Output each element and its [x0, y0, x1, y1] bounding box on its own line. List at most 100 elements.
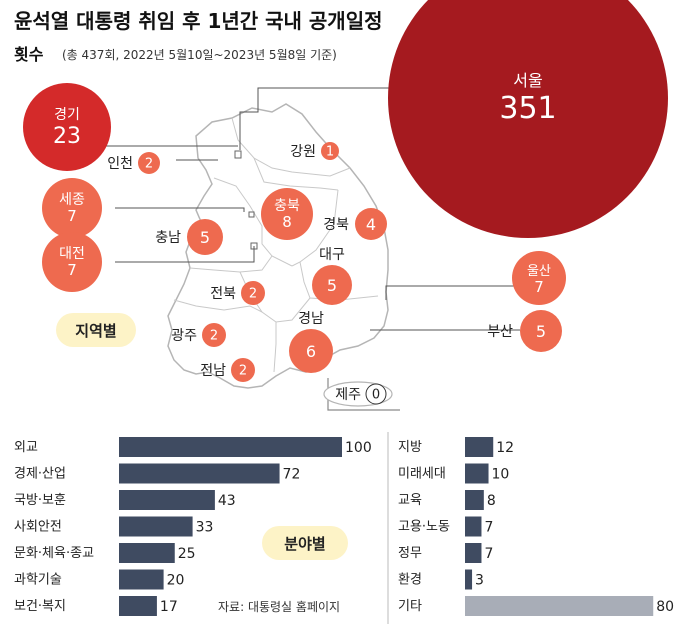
bubble-eab2bdeb82a8: [289, 329, 333, 373]
region-label-ec84b8eca285: 세종: [59, 192, 85, 208]
region-value-ecb6a9eb82a8: 5: [200, 228, 210, 247]
field-bar-left-value: 25: [178, 546, 196, 562]
field-bar-left-bar: [119, 463, 280, 484]
field-bar-left-value: 43: [218, 493, 236, 509]
field-bar-left-bar: [119, 490, 215, 510]
bubble-ec9db8ecb29c: [138, 152, 160, 174]
field-bar-left-value: 72: [283, 467, 301, 483]
region-label-eb8c80eca084: 대전: [59, 246, 85, 262]
region-label-eab2bdeb82a8: 경남: [298, 311, 324, 327]
region-label-eab491eca3bc: 광주: [171, 328, 197, 344]
region-label-ecb6a9ebb681: 충북: [274, 198, 300, 214]
bubble-eb8c80eca084: [42, 232, 102, 292]
field-bar-right-bar: [465, 516, 482, 537]
bar-chart-right: 지방 12 미래세대 10 교육 8 고용·노동 7 정무 7 환경 3 기타 80: [398, 437, 674, 616]
field-bar-left-value: 20: [167, 573, 185, 589]
field-bar-left-label: 경제·산업: [14, 467, 66, 482]
field-bar-right-label: 정무: [398, 546, 422, 561]
bubble-eab095ec9b90: [321, 142, 339, 160]
region-label-eab2bdebb681: 경북: [323, 217, 349, 233]
subtitle-note: (총 437회, 2022년 5월10일~2023년 5월8일 기준): [62, 48, 337, 62]
field-bar-right-value: 7: [484, 546, 493, 562]
field-bar-left-bar: [119, 437, 342, 457]
bubble-eca084ebb681: [241, 281, 265, 305]
region-value-eab095ec9b90: 1: [326, 145, 334, 160]
region-label-eb8c80eab5ac: 대구: [319, 247, 345, 263]
map-badge: 지역별: [75, 322, 116, 340]
field-bar-right-label: 환경: [398, 573, 422, 588]
field-bar-left-label: 사회안전: [14, 520, 62, 535]
field-bar-right-bar: [465, 596, 654, 616]
field-bar-left-value: 33: [196, 520, 214, 536]
region-value-eb8c80eab5ac: 5: [327, 276, 337, 295]
bubble-eab491eca3bc: [202, 323, 226, 347]
bubble-eab2bdeab8b0: [23, 83, 111, 171]
region-value-eab2bdeab8b0: 23: [53, 124, 81, 149]
bubble-eb8c80eab5ac: [312, 265, 352, 305]
field-bar-left-bar: [119, 516, 193, 537]
field-bar-right-value: 10: [492, 467, 510, 483]
sejong-marker: [248, 211, 255, 218]
field-bar-right-bar: [465, 543, 482, 563]
field-bar-left-label: 외교: [14, 440, 38, 455]
region-value-ebb680ec82b0: 5: [536, 322, 546, 341]
field-bar-left-label: 과학기술: [14, 573, 62, 588]
field-bar-right-value: 7: [484, 520, 493, 536]
field-bar-right-bar: [465, 569, 473, 590]
field-bar-right-value: 3: [475, 573, 484, 589]
chart-title: 윤석열 대통령 취임 후 1년간 국내 공개일정: [14, 9, 383, 33]
bar-chart-left: 외교 100 경제·산업 72 국방·보훈 43 사회안전 33 문화·체육·종교 25 과학기술 2…: [14, 437, 372, 616]
field-bar-left-label: 국방·보훈: [14, 493, 66, 508]
bubble-eca084eb82a8: [231, 358, 255, 382]
field-bar-right-value: 80: [656, 599, 674, 615]
bubble-ebb680ec82b0: [520, 310, 562, 352]
region-label-ec9ab8ec82b0: 울산: [527, 264, 551, 279]
field-bar-left-bar: [119, 596, 157, 616]
field-bar-right-label: 교육: [398, 493, 422, 508]
bar-badge-bg: [262, 526, 348, 560]
region-value-eab491eca3bc: 2: [210, 329, 218, 344]
region-label-ecb6a9eb82a8: 충남: [155, 230, 181, 246]
region-label-eca084eb82a8: 전남: [200, 363, 226, 379]
region-label-eab095ec9b90: 강원: [290, 144, 316, 160]
province-borders: [173, 117, 379, 373]
field-bar-right-label: 기타: [398, 599, 422, 614]
field-bar-left-label: 보건·복지: [14, 599, 66, 614]
region-label-eca084ebb681: 전북: [210, 286, 236, 302]
bubble-eab2bdebb681: [355, 208, 387, 240]
field-bar-left-label: 문화·체육·종교: [14, 546, 94, 561]
field-bar-right-value: 12: [496, 440, 514, 456]
region-value-eca084ebb681: 2: [249, 287, 257, 302]
region-value-ec849cec9ab8: 351: [499, 91, 556, 126]
field-bar-right-value: 8: [487, 493, 496, 509]
region-label-ebb680ec82b0: 부산: [487, 324, 513, 340]
bubble-ec849cec9ab8: [388, 0, 668, 238]
region-value-eca084eb82a8: 2: [239, 364, 247, 379]
region-label-eca09ceca3bc: 제주: [335, 387, 361, 403]
region-value-eab2bdebb681: 4: [366, 215, 376, 234]
field-bar-left-bar: [119, 543, 175, 563]
region-value-eca09ceca3bc: 0: [372, 388, 380, 403]
field-bar-right-bar: [465, 437, 494, 457]
subtitle-bold: 횟수: [14, 45, 44, 64]
field-bar-right-bar: [465, 463, 489, 484]
region-label-ec849cec9ab8: 서울: [513, 71, 542, 90]
region-value-eb8c80eca084: 7: [67, 261, 77, 279]
map-badge-bg: [56, 313, 136, 347]
seoul-marker: [234, 150, 242, 159]
bubble-eca09ceca3bc: [365, 383, 387, 405]
region-label-eab2bdeab8b0: 경기: [54, 107, 80, 123]
korea-map: [167, 103, 400, 411]
region-value-ecb6a9ebb681: 8: [282, 213, 292, 231]
bubble-ec84b8eca285: [42, 178, 102, 238]
field-bar-left-bar: [119, 569, 164, 590]
field-bar-right-label: 미래세대: [398, 467, 446, 482]
bar-badge: 분야별: [284, 535, 325, 553]
field-bar-left-value: 17: [160, 599, 178, 615]
region-value-ec9db8ecb29c: 2: [145, 157, 153, 172]
field-bar-left-value: 100: [345, 440, 372, 456]
region-label-ec9db8ecb29c: 인천: [107, 156, 133, 172]
bubble-ecb6a9eb82a8: [187, 219, 223, 255]
